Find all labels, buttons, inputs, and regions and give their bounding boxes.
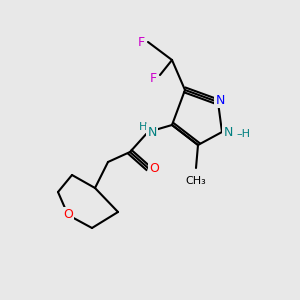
Text: O: O: [149, 161, 159, 175]
Text: –H: –H: [236, 129, 250, 139]
Text: F: F: [149, 71, 157, 85]
Text: F: F: [137, 35, 145, 49]
Text: O: O: [63, 208, 73, 221]
Text: H: H: [139, 122, 147, 132]
Text: N: N: [147, 125, 157, 139]
Text: N: N: [215, 94, 225, 106]
Text: CH₃: CH₃: [186, 176, 206, 186]
Text: N: N: [223, 125, 233, 139]
